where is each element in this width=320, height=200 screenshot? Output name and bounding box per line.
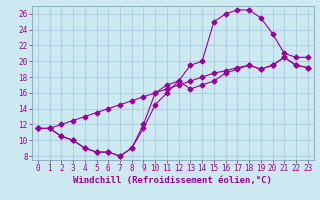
X-axis label: Windchill (Refroidissement éolien,°C): Windchill (Refroidissement éolien,°C) bbox=[73, 176, 272, 185]
